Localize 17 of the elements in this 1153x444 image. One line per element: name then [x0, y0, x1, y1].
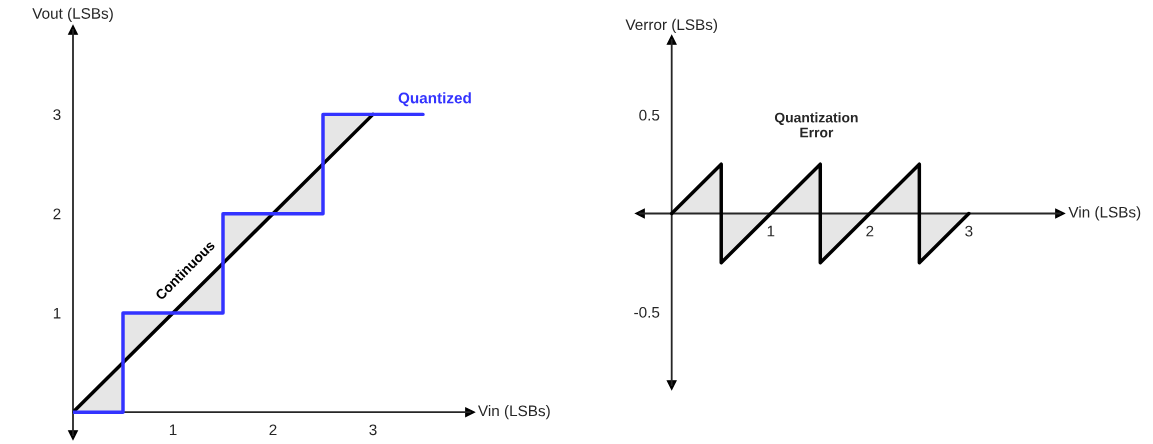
y-axis-title: Vout (LSBs) — [32, 7, 113, 22]
x-axis-title: Vin (LSBs) — [1068, 206, 1141, 221]
x-tick-label: 3 — [369, 424, 377, 436]
x-tick-label: 3 — [965, 225, 973, 237]
y-tick-label: 2 — [53, 208, 61, 220]
y-tick-label: 3 — [53, 109, 61, 121]
series-label: Quantized — [398, 92, 471, 107]
annotation: Quantization Error — [774, 112, 858, 138]
x-tick-label: 1 — [767, 225, 775, 237]
y-tick-label: 0.5 — [639, 109, 660, 121]
y-axis-title: Verror (LSBs) — [625, 18, 718, 34]
y-tick-label: -0.5 — [634, 306, 660, 318]
x-tick-label: 2 — [269, 424, 277, 436]
x-axis-title: Vin (LSBs) — [478, 405, 550, 420]
x-tick-label: 1 — [169, 424, 177, 436]
y-tick-label: 1 — [53, 307, 61, 319]
x-tick-label: 2 — [866, 225, 874, 237]
